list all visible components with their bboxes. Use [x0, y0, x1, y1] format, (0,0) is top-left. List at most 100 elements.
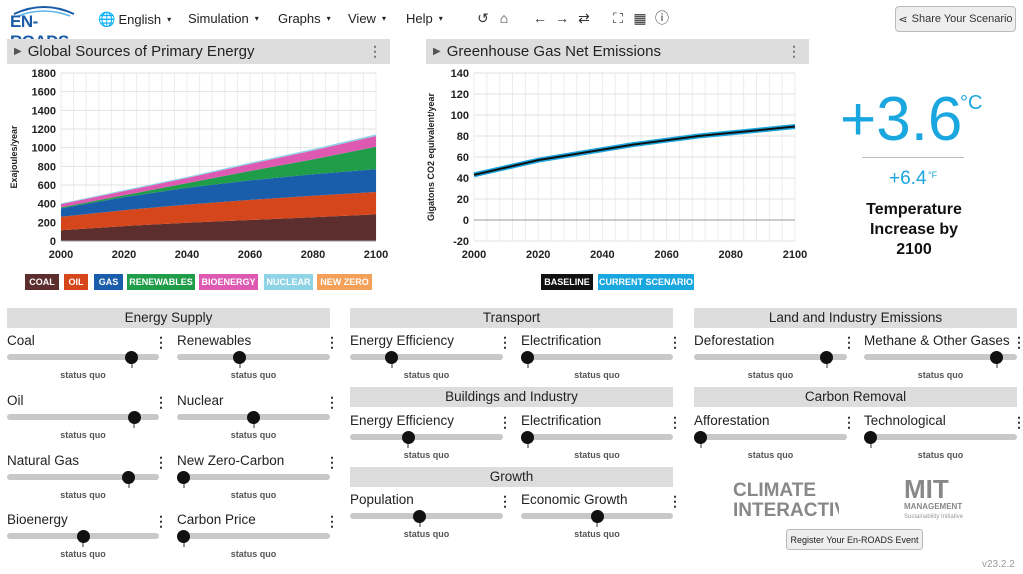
slider-thumb-new-zero-carbon[interactable]: [177, 471, 190, 484]
buildings-industry-header: Buildings and Industry: [350, 387, 673, 407]
slider-thumb-coal[interactable]: [125, 351, 139, 364]
slider-menu-icon[interactable]: ⋮: [668, 493, 682, 509]
slider-thumb-buildings-efficiency[interactable]: [401, 431, 415, 444]
legend-chip-current-scenario[interactable]: CURRENT SCENARIO: [598, 274, 694, 290]
area-series-renewables[interactable]: [61, 146, 376, 209]
slider-menu-icon[interactable]: ⋮: [154, 394, 168, 410]
simulation-menu[interactable]: Simulation ▾: [188, 11, 259, 26]
language-menu[interactable]: 🌐 English ▾: [98, 11, 171, 28]
slider-menu-icon[interactable]: ⋮: [325, 513, 339, 529]
slider-track-transport-electrification[interactable]: [521, 354, 673, 360]
legend-chip-baseline[interactable]: BASELINE: [541, 274, 593, 290]
slider-track-carbon-price[interactable]: [177, 533, 330, 539]
legend-chip-nuclear[interactable]: NUCLEAR: [264, 274, 313, 290]
panel-menu-icon[interactable]: ⋮: [787, 43, 801, 59]
slider-thumb-renewables[interactable]: [233, 351, 246, 364]
back-icon[interactable]: ←: [533, 10, 547, 26]
help-menu[interactable]: Help ▾: [406, 11, 443, 26]
temperature-celsius: +3.6: [840, 85, 963, 154]
slider-track-oil[interactable]: [7, 414, 159, 420]
slider-menu-icon[interactable]: ⋮: [325, 394, 339, 410]
slider-menu-icon[interactable]: ⋮: [668, 414, 682, 430]
slider-track-new-zero-carbon[interactable]: [177, 474, 330, 480]
table-icon[interactable]: ▦: [633, 10, 647, 26]
collapse-triangle-icon[interactable]: ▶: [14, 46, 22, 57]
slider-track-buildings-efficiency[interactable]: [350, 434, 503, 440]
panel-menu-icon[interactable]: ⋮: [368, 43, 382, 59]
legend-chip-new-zero[interactable]: NEW ZERO: [317, 274, 372, 290]
slider-menu-icon[interactable]: ⋮: [1012, 334, 1023, 350]
forward-icon[interactable]: →: [555, 10, 569, 26]
legend-chip-renewables[interactable]: RENEWABLES: [127, 274, 195, 290]
slider-thumb-population[interactable]: [413, 510, 426, 523]
slider-track-methane[interactable]: [864, 354, 1017, 360]
slider-menu-icon[interactable]: ⋮: [154, 334, 168, 350]
slider-track-buildings-electrification[interactable]: [521, 434, 673, 440]
slider-track-transport-efficiency[interactable]: [350, 354, 503, 360]
legend-chip-coal[interactable]: COAL: [25, 274, 59, 290]
primary-energy-chart: 0 200 400 600 800 1000 1200 1400 1600 1800 2000 202…: [9, 68, 388, 261]
area-series-gas[interactable]: [61, 169, 376, 217]
primary-energy-panel-header[interactable]: ▶ Global Sources of Primary Energy ⋮: [7, 39, 390, 64]
slider-thumb-methane[interactable]: [990, 351, 1003, 364]
temperature-fahrenheit-unit: °F: [928, 170, 938, 180]
slider-menu-icon[interactable]: ⋮: [154, 454, 168, 470]
line-series-current-scenario[interactable]: [473, 125, 796, 176]
info-icon[interactable]: ⓘ: [655, 10, 669, 26]
slider-thumb-nuclear[interactable]: [247, 411, 260, 424]
fullscreen-icon[interactable]: ⛶: [613, 10, 623, 26]
mit-management-logo[interactable]: MIT MANAGEMENT Sustainability Initiative: [900, 476, 990, 522]
line-series-baseline[interactable]: [473, 124, 796, 178]
slider-menu-icon[interactable]: ⋮: [668, 334, 682, 350]
slider-menu-icon[interactable]: ⋮: [842, 414, 856, 430]
collapse-triangle-icon[interactable]: ▶: [433, 46, 441, 57]
register-event-button[interactable]: Register Your En-ROADS Event: [786, 529, 923, 550]
slider-thumb-transport-efficiency[interactable]: [385, 351, 398, 364]
emissions-panel-header[interactable]: ▶ Greenhouse Gas Net Emissions ⋮: [426, 39, 809, 64]
legend-chip-oil[interactable]: OIL: [64, 274, 88, 290]
slider-track-renewables[interactable]: [177, 354, 330, 360]
share-scenario-button[interactable]: ⋖ Share Your Scenario: [895, 6, 1016, 32]
slider-track-natural-gas[interactable]: [7, 474, 159, 480]
slider-menu-icon[interactable]: ⋮: [498, 334, 512, 350]
slider-menu-icon[interactable]: ⋮: [498, 414, 512, 430]
slider-track-afforestation[interactable]: [694, 434, 847, 440]
slider-track-technological[interactable]: [864, 434, 1017, 440]
temperature-label-line3: 2100: [896, 241, 932, 258]
climate-interactive-logo[interactable]: CLIMATE INTERACTIVE: [727, 478, 839, 520]
slider-menu-icon[interactable]: ⋮: [325, 454, 339, 470]
graphs-menu[interactable]: Graphs ▾: [278, 11, 331, 26]
slider-thumb-afforestation[interactable]: [694, 431, 707, 444]
en-roads-logo[interactable]: EN-ROADS: [10, 4, 78, 51]
slider-thumb-natural-gas[interactable]: [122, 471, 136, 484]
slider-thumb-technological[interactable]: [864, 431, 877, 444]
area-series-bioenergy[interactable]: [61, 136, 376, 208]
area-series-nuclear[interactable]: [61, 134, 376, 205]
y-tick-label: 80: [457, 131, 469, 143]
home-icon[interactable]: ⌂: [499, 10, 509, 26]
slider-track-deforestation[interactable]: [694, 354, 847, 360]
slider-thumb-economic-growth[interactable]: [590, 510, 604, 523]
slider-menu-icon[interactable]: ⋮: [842, 334, 856, 350]
area-series-oil[interactable]: [61, 192, 376, 231]
slider-thumb-bioenergy[interactable]: [76, 530, 90, 543]
slider-thumb-oil[interactable]: [127, 411, 141, 424]
slider-menu-icon[interactable]: ⋮: [1012, 414, 1023, 430]
slider-menu-icon[interactable]: ⋮: [325, 334, 339, 350]
slider-track-coal[interactable]: [7, 354, 159, 360]
area-series-coal[interactable]: [61, 214, 376, 241]
slider-thumb-deforestation[interactable]: [820, 351, 833, 364]
slider-label-economic-growth: Economic Growth: [521, 492, 628, 507]
slider-thumb-buildings-electrification[interactable]: [521, 431, 534, 444]
repeat-icon[interactable]: ⇄: [578, 10, 590, 26]
slider-thumb-transport-electrification[interactable]: [521, 351, 534, 364]
slider-thumb-carbon-price[interactable]: [177, 530, 190, 543]
slider-menu-icon[interactable]: ⋮: [154, 513, 168, 529]
view-menu[interactable]: View ▾: [348, 11, 386, 26]
undo-icon[interactable]: ↺: [477, 10, 489, 26]
slider-menu-icon[interactable]: ⋮: [498, 493, 512, 509]
status-quo-tick: [130, 362, 133, 368]
legend-chip-gas[interactable]: GAS: [94, 274, 123, 290]
slider-track-population[interactable]: [350, 513, 503, 519]
legend-chip-bioenergy[interactable]: BIOENERGY: [199, 274, 258, 290]
